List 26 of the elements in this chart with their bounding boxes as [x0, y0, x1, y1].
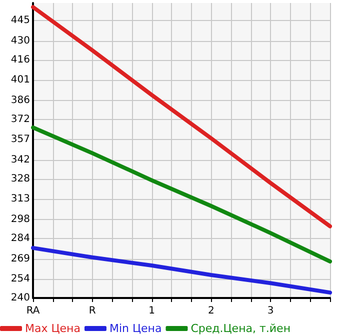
x-tick-label: R	[88, 306, 96, 316]
legend-label: Min Цена	[109, 322, 162, 335]
line-series	[31, 246, 332, 295]
y-tick-label: 240	[10, 292, 30, 304]
y-tick-label: 401	[10, 74, 30, 86]
legend-label: Max Цена	[25, 322, 80, 335]
y-tick-label: 269	[10, 253, 30, 264]
y-tick-label: 430	[10, 35, 30, 46]
x-tick-label: RA	[26, 306, 40, 316]
y-tick-label: 342	[10, 154, 30, 166]
y-tick-label: 357	[10, 134, 30, 146]
legend-label: Сред.Цена, т.йен	[190, 322, 291, 335]
y-tick-label: 386	[10, 94, 30, 106]
line-series	[31, 125, 332, 264]
y-tick-label: 298	[10, 214, 30, 226]
y-tick-label: 328	[10, 173, 30, 184]
x-tick-label: 1	[148, 306, 155, 316]
y-tick-label: 284	[10, 232, 30, 244]
line-series	[31, 5, 332, 228]
y-tick-label: 372	[10, 114, 30, 125]
y-tick-label: 416	[10, 54, 30, 66]
x-tick-label: 3	[267, 306, 274, 316]
y-tick-label: 313	[10, 194, 30, 205]
y-tick-label: 254	[10, 274, 30, 285]
y-tick-label: 445	[10, 15, 30, 26]
x-tick-label: 2	[208, 306, 214, 316]
